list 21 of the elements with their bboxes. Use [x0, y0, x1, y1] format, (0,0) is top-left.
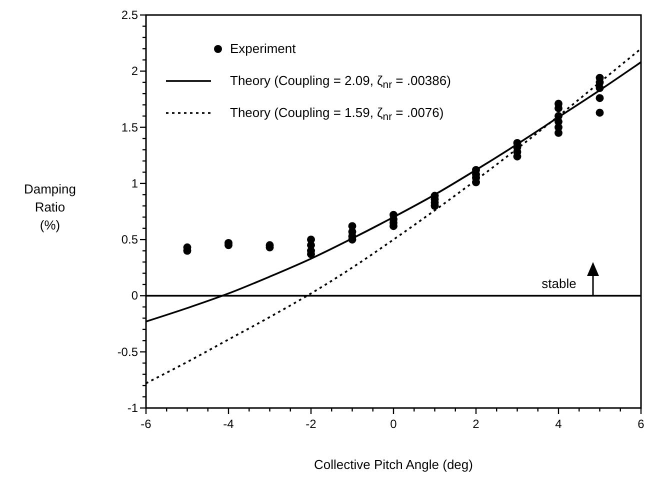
y-tick-label: 1: [131, 176, 138, 190]
y-tick-label: 0.5: [121, 232, 138, 247]
y-tick-label: 2: [131, 64, 138, 78]
x-axis-title: Collective Pitch Angle (deg): [314, 457, 473, 472]
x-tick-label: -4: [223, 417, 234, 431]
x-tick-label: 4: [555, 417, 562, 431]
x-tick-label: 0: [390, 417, 398, 431]
legend-label: Theory (Coupling = 1.59, ζ$_{nr}$ = .0076): [230, 105, 444, 123]
y-axis-title: Damping Ratio (%): [24, 182, 76, 232]
y-tick-label: 1.5: [121, 120, 138, 134]
legend-label: Theory (Coupling = 2.09, ζ$_{nr}$ = .00386): [230, 73, 451, 91]
x-tick-label: 2: [472, 417, 480, 431]
legend-label: Experiment: [230, 41, 296, 56]
annotation: stable: [542, 276, 576, 291]
y-tick-label: 0: [131, 288, 138, 303]
x-tick-label: -6: [140, 417, 152, 431]
y-tick-label: -0.5: [117, 344, 138, 359]
x-tick-label: -2: [306, 417, 317, 431]
y-tick-label: 2.5: [121, 8, 138, 22]
y-tick-label: -1: [127, 401, 138, 415]
x-tick-label: 6: [638, 417, 645, 431]
